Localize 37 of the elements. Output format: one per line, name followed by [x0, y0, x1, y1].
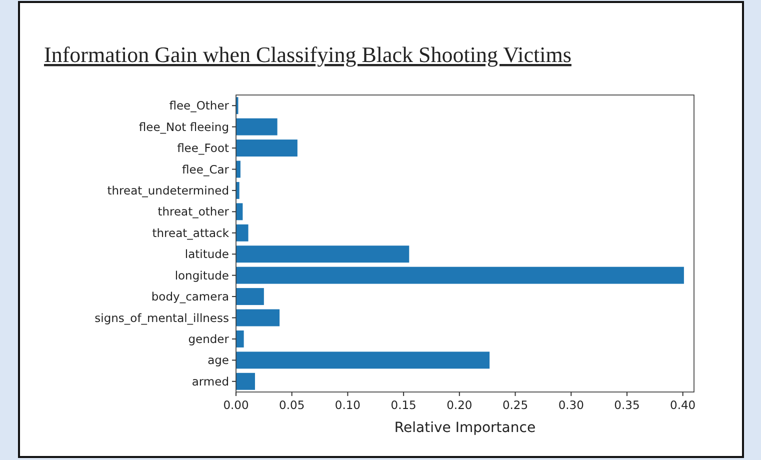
bar: [236, 330, 244, 348]
bar: [236, 352, 490, 369]
y-tick-label: flee_Other: [169, 98, 230, 113]
x-tick-label: 0.05: [279, 398, 305, 412]
bar: [236, 118, 278, 136]
x-tick-label: 0.35: [614, 398, 640, 412]
bar: [236, 309, 280, 326]
x-tick-label: 0.15: [390, 398, 416, 412]
y-tick-label: age: [208, 353, 229, 368]
y-tick-label: flee_Not fleeing: [138, 120, 229, 134]
y-tick-label: threat_attack: [152, 226, 230, 240]
bar: [236, 266, 684, 284]
y-tick-label: flee_Foot: [177, 141, 230, 156]
y-tick-label: longitude: [174, 268, 229, 282]
x-axis-title: Relative Importance: [394, 420, 536, 436]
y-tick-label: threat_undetermined: [107, 183, 229, 198]
bar: [236, 246, 410, 263]
x-tick-label: 0.20: [446, 398, 472, 412]
x-tick-label: 0.40: [670, 398, 696, 412]
y-tick-label: signs_of_mental_illness: [94, 310, 229, 325]
bar: [236, 203, 243, 220]
y-tick-label: gender: [188, 332, 230, 346]
y-tick-label: latitude: [184, 247, 229, 262]
y-tick-label: threat_other: [158, 204, 230, 219]
x-tick-label: 0.30: [558, 398, 584, 412]
x-tick-label: 0.25: [502, 398, 528, 412]
y-tick-label: body_camera: [151, 290, 229, 304]
y-tick-label: flee_Car: [182, 162, 230, 176]
bar: [236, 372, 255, 390]
chart-title: Information Gain when Classifying Black Shooting Victims: [44, 42, 572, 67]
bar: [236, 224, 248, 242]
bar: [236, 182, 240, 199]
x-tick-label: 0.10: [334, 398, 361, 412]
bar: [236, 288, 264, 306]
x-tick-label: 0.00: [223, 398, 249, 412]
bar: [236, 140, 298, 157]
y-tick-label: armed: [192, 374, 229, 388]
